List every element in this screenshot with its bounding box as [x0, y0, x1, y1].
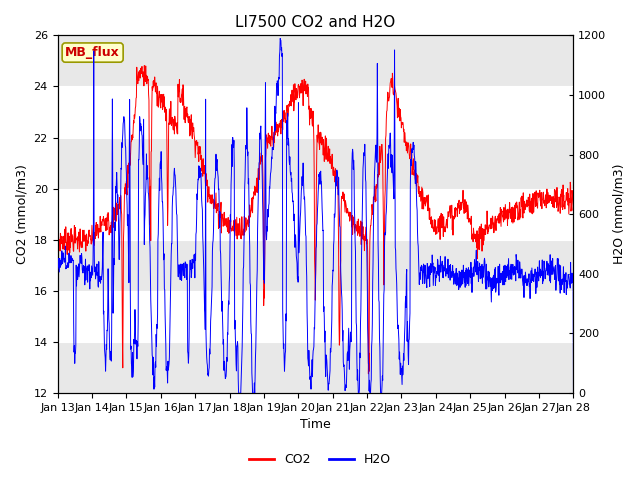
Bar [58, 291, 573, 342]
Bar [58, 189, 573, 240]
Bar [58, 240, 573, 291]
X-axis label: Time: Time [300, 419, 331, 432]
Bar [58, 36, 573, 86]
Text: MB_flux: MB_flux [65, 46, 120, 59]
Title: LI7500 CO2 and H2O: LI7500 CO2 and H2O [236, 15, 396, 30]
Y-axis label: H2O (mmol/m3): H2O (mmol/m3) [612, 164, 625, 264]
Bar [58, 86, 573, 138]
Legend: CO2, H2O: CO2, H2O [244, 448, 396, 471]
Bar [58, 138, 573, 189]
Bar [58, 342, 573, 393]
Y-axis label: CO2 (mmol/m3): CO2 (mmol/m3) [15, 164, 28, 264]
